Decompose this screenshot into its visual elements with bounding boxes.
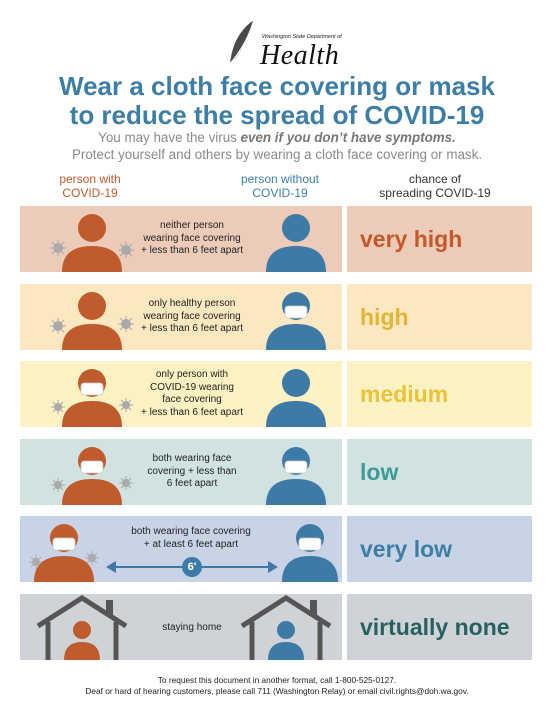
risk-row-very-low: 6' both wearing face covering + at least… [20, 516, 532, 582]
risk-row-high: only healthy person wearing face coverin… [20, 284, 532, 350]
risk-row-low: both wearing face covering + less than 6… [20, 439, 532, 505]
sick-person-icon [50, 214, 134, 272]
scenario-figures [29, 524, 338, 582]
desc-line: + less than 6 feet apart [140, 406, 243, 418]
desc-line: only healthy person [148, 298, 236, 309]
sick-person-masked-icon [51, 447, 133, 505]
scenario-description: staying home [128, 622, 256, 635]
risk-row-medium: only person with COVID-19 wearing face c… [20, 361, 532, 427]
distance-label: 6' [187, 561, 197, 573]
footer-line-2: Deaf or hard of hearing customers, pleas… [85, 686, 469, 696]
sick-person-masked-icon [29, 524, 99, 582]
column-header-healthy-line2: COVID-19 [252, 186, 308, 200]
desc-line: both wearing face covering [131, 526, 251, 537]
sick-person-at-home-icon [36, 595, 128, 660]
scenario-description: both wearing face covering + at least 6 … [116, 526, 266, 551]
doh-logo: Washington State Department of Health [224, 18, 344, 71]
subtitle-line-1: You may have the virus even if you don’t… [0, 129, 554, 146]
sick-person-icon [50, 292, 134, 350]
footer-line-1: To request this document in another form… [157, 675, 397, 685]
column-header-sick-line2: COVID-19 [62, 186, 118, 200]
column-header-sick-line1: person with [59, 172, 121, 186]
page-subtitle: You may have the virus even if you don’t… [0, 129, 554, 163]
healthy-person-icon [266, 214, 326, 272]
risk-row-very-high: neither person wearing face covering + l… [20, 206, 532, 272]
desc-line: face covering [162, 394, 222, 405]
scenario-description: only person with COVID-19 wearing face c… [128, 369, 256, 419]
scenario-figures [51, 447, 326, 505]
healthy-person-masked-icon [282, 524, 338, 582]
title-line-2: to reduce the spread of COVID-19 [69, 100, 485, 130]
page-title: Wear a cloth face covering or mask to re… [0, 72, 554, 130]
desc-line: + less than 6 feet apart [140, 323, 243, 334]
scenario-description: only healthy person wearing face coverin… [128, 298, 256, 336]
risk-level-label: high [360, 304, 409, 330]
scenario-panel: neither person wearing face covering + l… [20, 206, 342, 272]
risk-level-label: medium [360, 381, 449, 407]
risk-level-label: very low [360, 536, 453, 562]
column-header-chance: chance of spreading COVID-19 [360, 172, 510, 200]
mask-icon [80, 382, 104, 396]
scenario-panel: staying home [20, 594, 342, 660]
healthy-person-icon [266, 369, 326, 427]
subtitle-text: You may have the virus [98, 130, 241, 145]
risk-level-panel: very high [347, 206, 532, 272]
scenario-panel: only healthy person wearing face coverin… [20, 284, 342, 350]
mask-icon [284, 305, 308, 319]
desc-line: wearing face covering [143, 232, 241, 244]
column-header-chance-line2: spreading COVID-19 [379, 186, 491, 200]
column-header-sick: person with COVID-19 [40, 172, 140, 200]
risk-level-panel: high [347, 284, 532, 350]
desc-line: + at least 6 feet apart [143, 538, 239, 550]
risk-level-label: low [360, 459, 399, 485]
risk-level-label: very high [360, 226, 463, 252]
scenario-panel: both wearing face covering + less than 6… [20, 439, 342, 505]
mask-icon [284, 460, 308, 474]
healthy-person-masked-icon [266, 292, 326, 350]
desc-line: covering + less than [147, 465, 237, 477]
desc-line: only person with [155, 369, 229, 380]
healthy-person-at-home-icon [240, 595, 332, 660]
scenario-panel: 6' both wearing face covering + at least… [20, 516, 342, 582]
mask-icon [80, 460, 104, 474]
desc-line: neither person [160, 220, 224, 231]
risk-level-panel: medium [347, 361, 532, 427]
column-header-healthy-line1: person without [240, 172, 320, 186]
column-header-chance-line1: chance of [408, 172, 462, 186]
desc-line: COVID-19 wearing [150, 381, 234, 393]
scenario-figures [36, 595, 332, 660]
desc-line: wearing face covering [143, 310, 241, 322]
healthy-person-masked-icon [266, 447, 326, 505]
leaf-logo-icon [229, 19, 255, 65]
logo-department: Washington State Department of [262, 34, 342, 40]
desc-line: 6 feet apart [166, 478, 218, 489]
distance-arrow-icon [106, 557, 278, 577]
risk-level-panel: low [347, 439, 532, 505]
scenario-figures [51, 369, 326, 427]
scenario-description: both wearing face covering + less than 6… [128, 453, 256, 491]
risk-row-virtually-none: staying home virtually none [20, 594, 532, 660]
desc-line: + less than 6 feet apart [140, 245, 243, 256]
risk-level-panel: very low [347, 516, 532, 582]
risk-level-label: virtually none [360, 614, 510, 640]
scenario-description: neither person wearing face covering + l… [128, 220, 256, 258]
sick-person-masked-icon [51, 369, 133, 427]
mask-icon [298, 537, 322, 551]
risk-level-panel: virtually none [347, 594, 532, 660]
desc-line: staying home [162, 622, 222, 633]
scenario-figures [50, 214, 326, 272]
subtitle-emphasis: even if you don’t have symptoms. [240, 130, 456, 145]
scenario-figures [50, 292, 326, 350]
title-line-1: Wear a cloth face covering or mask [59, 71, 495, 101]
logo-name: Health [260, 40, 340, 71]
scenario-panel: only person with COVID-19 wearing face c… [20, 361, 342, 427]
desc-line: both wearing face [152, 453, 232, 464]
column-header-healthy: person without COVID-19 [220, 172, 340, 200]
mask-icon [52, 537, 76, 551]
footer: To request this document in another form… [0, 675, 554, 697]
subtitle-line-2: Protect yourself and others by wearing a… [71, 147, 483, 162]
